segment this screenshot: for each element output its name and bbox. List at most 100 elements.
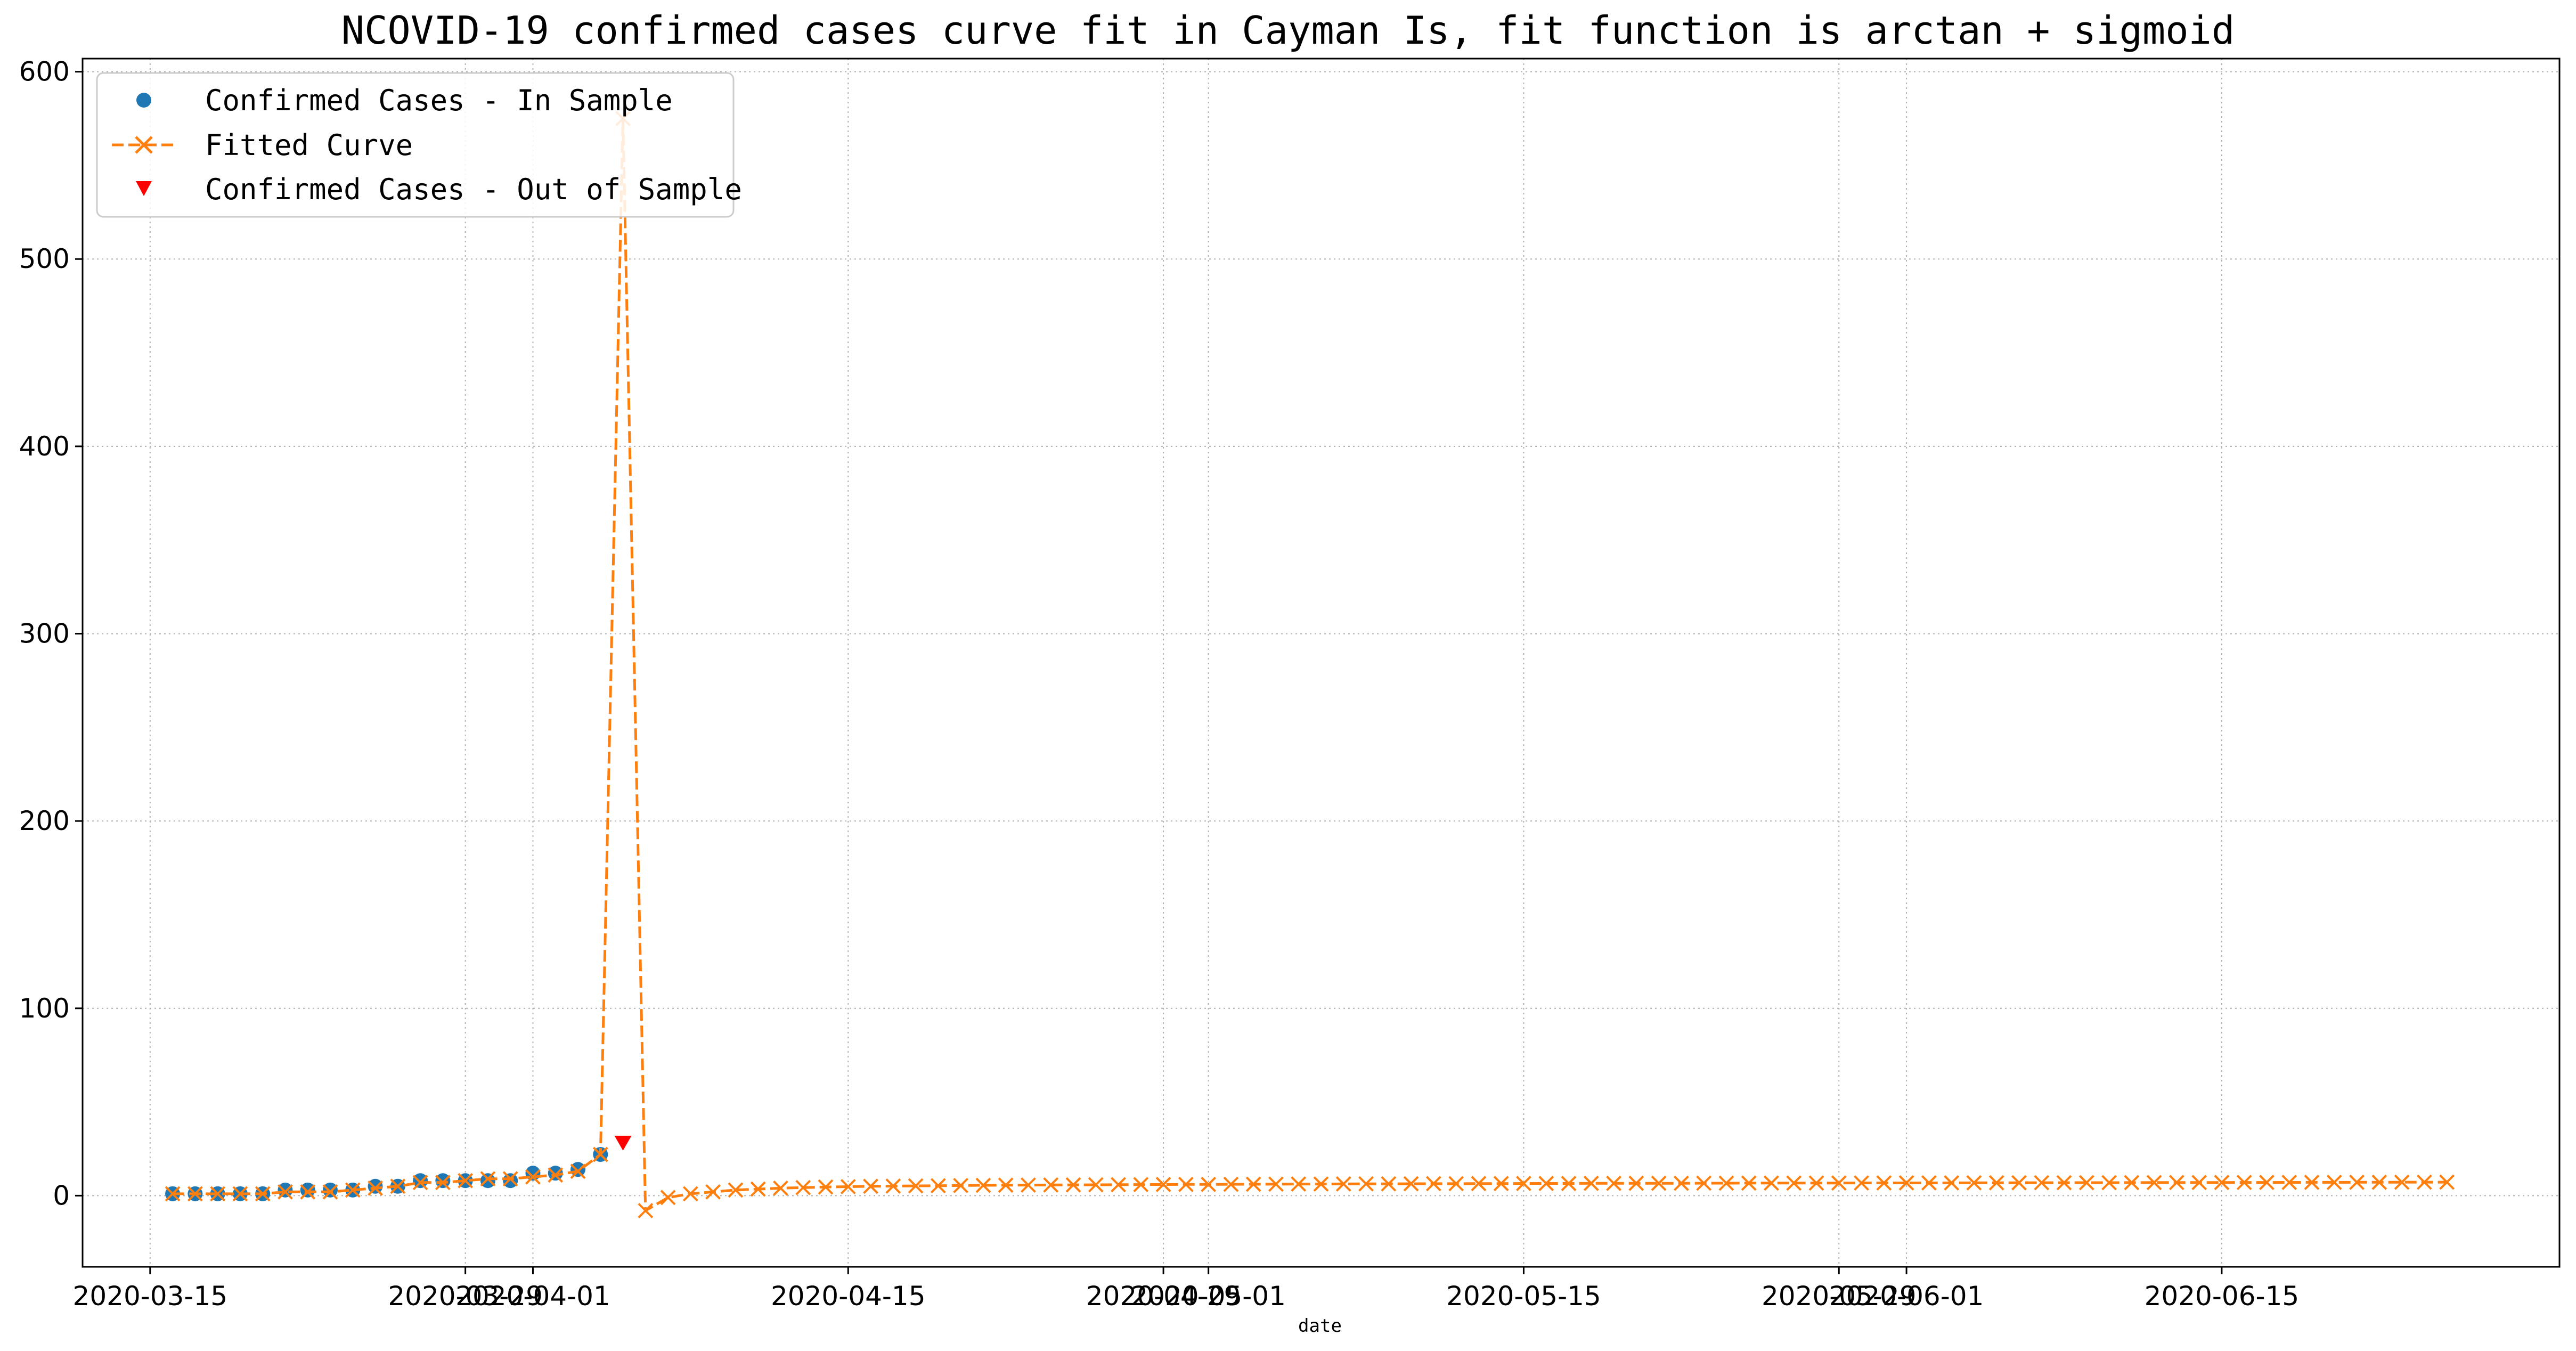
fitted-curve-marker (2416, 1174, 2432, 1190)
fitted-curve-marker (1111, 1177, 1126, 1193)
y-tick-label: 500 (19, 243, 70, 274)
fitted-curve-marker (2349, 1174, 2365, 1190)
fitted-curve-marker (345, 1182, 361, 1198)
fitted-curve-marker (1898, 1175, 1914, 1191)
fitted-curve-marker (1245, 1176, 1261, 1192)
fitted-curve-marker (2304, 1175, 2320, 1190)
in-sample-point (278, 1182, 293, 1198)
fitted-curve-marker (1268, 1176, 1284, 1192)
plot-frame (81, 58, 2561, 1268)
x-tick-label: 2020-05-01 (1131, 1281, 1286, 1312)
x-tick-label: 2020-04-01 (455, 1281, 610, 1312)
fitted-curve-marker (885, 1178, 901, 1194)
fitted-curve-marker (1425, 1176, 1441, 1192)
in-sample-point (435, 1173, 451, 1189)
fitted-curve-marker (1741, 1175, 1757, 1191)
fitted-curve-marker (2394, 1174, 2410, 1190)
fitted-curve-marker (2101, 1175, 2117, 1191)
x-tick-label: 2020-05-29 (1762, 1281, 1917, 1312)
x-tick-label: 2020-04-29 (1086, 1281, 1241, 1312)
legend-marker-in-sample (136, 93, 151, 108)
y-tick-label: 400 (19, 431, 70, 462)
y-tick-label: 300 (19, 618, 70, 649)
fitted-curve-marker (750, 1181, 766, 1197)
in-sample-point (480, 1173, 495, 1189)
fitted-curve-marker (2169, 1175, 2184, 1191)
fitted-curve-marker (818, 1179, 834, 1195)
x-axis-label: date (1298, 1315, 1342, 1337)
fitted-curve-marker (1201, 1176, 1217, 1192)
fitted-curve-marker (570, 1163, 586, 1179)
fitted-curve-marker (525, 1169, 541, 1185)
fitted-curve-marker (2056, 1175, 2072, 1191)
fitted-curve-marker (1628, 1175, 1644, 1191)
legend-label-in-sample: Confirmed Cases - In Sample (205, 84, 673, 117)
fitted-curve-marker (1335, 1176, 1351, 1192)
y-tick-label: 100 (19, 993, 70, 1024)
x-tick-label: 2020-04-15 (771, 1281, 926, 1312)
fitted-curve-marker (2078, 1175, 2094, 1191)
legend-label-out-of-sample: Confirmed Cases - Out of Sample (205, 173, 742, 206)
fitted-curve-marker (1313, 1176, 1329, 1192)
fitted-curve-marker (2011, 1175, 2027, 1191)
legend-marker-fitted (135, 136, 153, 154)
fitted-curve-marker (1133, 1177, 1149, 1193)
fitted-curve-marker (390, 1178, 406, 1194)
in-sample-point (548, 1166, 563, 1181)
in-sample-point (503, 1173, 518, 1189)
fitted-curve-marker (2281, 1175, 2297, 1190)
fitted-curve-marker (1561, 1176, 1577, 1191)
fitted-curve-marker (480, 1171, 496, 1187)
fitted-curve-marker (300, 1184, 316, 1200)
fitted-curve-marker (1021, 1177, 1036, 1193)
fitted-curve-marker (1876, 1175, 1892, 1191)
plot-series (165, 111, 2455, 1218)
legend-box (96, 72, 735, 218)
fitted-curve-marker (2214, 1175, 2230, 1191)
fitted-curve-marker (1403, 1176, 1419, 1192)
fitted-curve-marker (548, 1167, 564, 1183)
fitted-curve-marker (2371, 1174, 2387, 1190)
fitted-curve-marker (1088, 1177, 1104, 1193)
fitted-curve-marker (773, 1180, 788, 1196)
fitted-curve-marker (1966, 1175, 1982, 1191)
fitted-curve-marker (2236, 1175, 2252, 1191)
fitted-curve-marker (1448, 1176, 1464, 1192)
fitted-curve-marker (863, 1178, 878, 1194)
fitted-curve-marker (1673, 1175, 1689, 1191)
fitted-curve-line (173, 118, 2447, 1213)
fitted-curve-marker (998, 1177, 1014, 1193)
fitted-curve-marker (1583, 1175, 1599, 1191)
fitted-curve-marker (1178, 1176, 1194, 1192)
fitted-curve-marker (210, 1186, 226, 1202)
fitted-curve-marker (502, 1171, 518, 1187)
fitted-curve-marker (2326, 1175, 2342, 1190)
x-tick-label: 2020-06-01 (1829, 1281, 1984, 1312)
fitted-curve-marker (2191, 1175, 2207, 1191)
fitted-curve-marker (1831, 1175, 1847, 1191)
in-sample-point (300, 1182, 315, 1198)
fitted-curve-marker (638, 1203, 654, 1218)
fitted-curve-marker (2146, 1175, 2162, 1191)
fitted-curve-marker (1381, 1176, 1397, 1192)
legend: Confirmed Cases - In Sample Fitted Curve… (96, 72, 742, 218)
fitted-curve-marker (705, 1184, 721, 1200)
fitted-curve-marker (930, 1178, 946, 1194)
fitted-curve-marker (435, 1175, 451, 1191)
fitted-curve-marker (187, 1186, 203, 1202)
fitted-curve-marker (1808, 1175, 1824, 1191)
fitted-curve-marker (2034, 1175, 2050, 1191)
y-tick-label: 0 (53, 1180, 70, 1211)
in-sample-point (323, 1182, 338, 1198)
fitted-curve-marker (1065, 1177, 1081, 1193)
fitted-curve-marker (255, 1186, 271, 1202)
in-sample-point (368, 1178, 383, 1194)
fitted-curve-marker (1786, 1175, 1802, 1191)
fitted-curve-marker (682, 1186, 698, 1202)
chart-title: NCOVID-19 confirmed cases curve fit in C… (341, 8, 2235, 53)
y-tick-label: 200 (19, 805, 70, 836)
legend-marker-out-of-sample (136, 181, 152, 196)
grid (83, 59, 2559, 1267)
fitted-curve-marker (795, 1179, 811, 1195)
